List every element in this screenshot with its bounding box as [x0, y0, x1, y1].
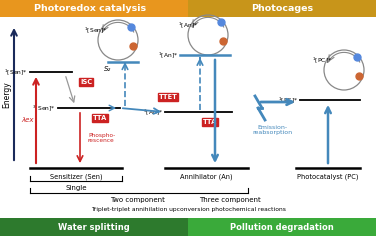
Text: $^3$[Sen]*: $^3$[Sen]*	[32, 103, 56, 113]
Text: Triplet-triplet annihilation upconversion photochemical reactions: Triplet-triplet annihilation upconversio…	[91, 207, 285, 212]
Text: Phospho-
rescence: Phospho- rescence	[88, 133, 115, 143]
Text: TTET: TTET	[159, 94, 177, 100]
Text: $^1$[An]*: $^1$[An]*	[178, 20, 198, 30]
Text: $^1$[Sen]*: $^1$[Sen]*	[84, 25, 108, 35]
Text: $^1$[PC]*: $^1$[PC]*	[312, 55, 332, 65]
Text: ISC: ISC	[80, 79, 92, 85]
Text: Energy: Energy	[3, 82, 12, 108]
Text: Emission-
reabsorption: Emission- reabsorption	[252, 125, 292, 135]
Bar	[0, 218, 188, 236]
Text: Photoredox catalysis: Photoredox catalysis	[34, 4, 146, 13]
Text: Photocatalyst (PC): Photocatalyst (PC)	[297, 174, 359, 180]
Text: Annihilator (An): Annihilator (An)	[180, 174, 233, 180]
Text: $^3$[An]*: $^3$[An]*	[143, 107, 163, 117]
Text: Photocages: Photocages	[251, 4, 313, 13]
Text: Three component: Three component	[199, 197, 261, 203]
Text: Pollution degradation: Pollution degradation	[230, 223, 334, 232]
Text: Two component: Two component	[111, 197, 165, 203]
Text: TTA: TTA	[203, 119, 217, 125]
Bar	[188, 218, 376, 236]
Text: $^1$[Sen]*: $^1$[Sen]*	[4, 67, 28, 77]
Text: Water splitting: Water splitting	[58, 223, 130, 232]
Text: TTA: TTA	[93, 115, 107, 121]
Text: Single: Single	[65, 185, 87, 191]
Bar	[0, 0, 188, 17]
Text: λex: λex	[22, 117, 34, 123]
Text: S₂: S₂	[105, 66, 112, 72]
Text: $^1$[PC]*: $^1$[PC]*	[278, 95, 298, 105]
Text: $^1$[An]*: $^1$[An]*	[158, 50, 178, 60]
Text: Sensitizer (Sen): Sensitizer (Sen)	[50, 174, 102, 180]
Bar	[188, 0, 376, 17]
